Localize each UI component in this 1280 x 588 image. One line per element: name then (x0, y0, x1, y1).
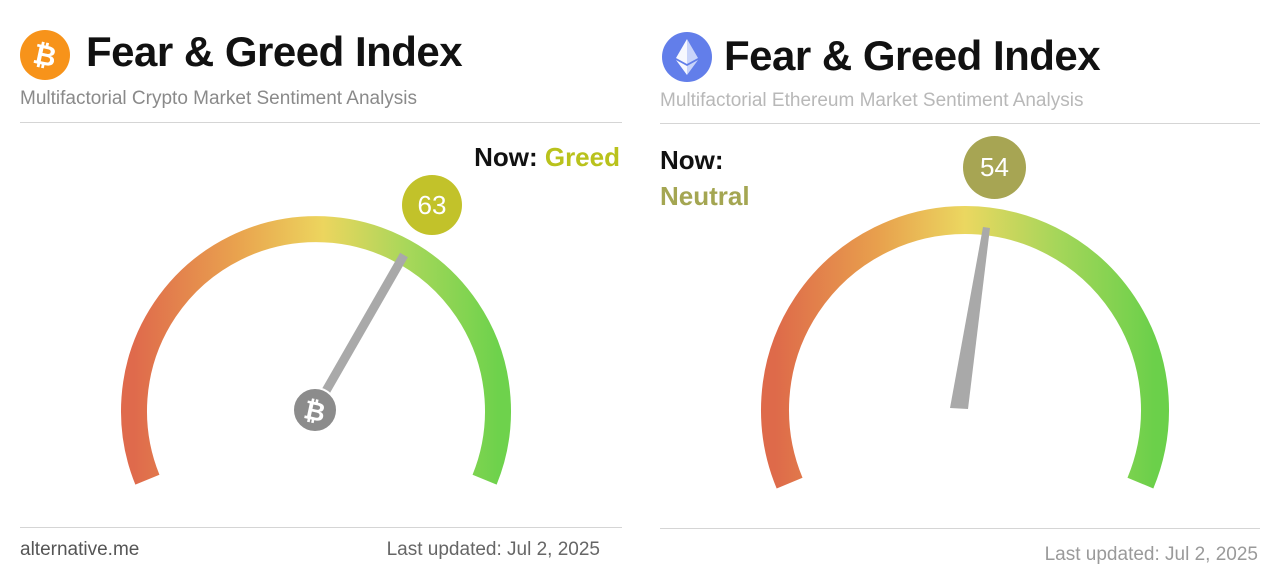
gauge-needle (950, 227, 990, 409)
now-status: Now: Neutral (660, 142, 750, 214)
now-label: Now: (660, 145, 724, 175)
index-value-badge: 54 (963, 136, 1026, 199)
gauge-arc (761, 206, 1169, 489)
bitcoin-icon: ₿ (20, 30, 70, 80)
divider (660, 123, 1260, 124)
sentiment-value: Greed (544, 142, 620, 172)
index-value-badge: 63 (402, 175, 462, 235)
source-link[interactable]: alternative.me (20, 539, 140, 560)
ethereum-icon (662, 32, 712, 82)
last-updated: Last updated: Jul 2, 2025 (1044, 544, 1258, 565)
sentiment-gauge: ₿ (121, 216, 511, 485)
now-label: Now: (474, 142, 538, 172)
now-status: Now: Greed (474, 142, 620, 173)
divider (20, 122, 622, 123)
gauge-arc (121, 216, 511, 485)
gauge-hub-bitcoin-icon: ₿ (292, 387, 338, 433)
gauge-needle (311, 252, 408, 413)
sentiment-value: Neutral (660, 181, 750, 211)
page-subtitle: Multifactorial Ethereum Market Sentiment… (660, 90, 1084, 111)
eth-fear-greed-panel: Fear & Greed Index Multifactorial Ethere… (640, 0, 1280, 588)
sentiment-gauge (761, 206, 1169, 489)
page-title: Fear & Greed Index (86, 28, 463, 75)
page-subtitle: Multifactorial Crypto Market Sentiment A… (20, 88, 418, 109)
divider (20, 527, 622, 528)
last-updated: Last updated: Jul 2, 2025 (386, 539, 600, 560)
page-title: Fear & Greed Index (724, 32, 1101, 79)
divider (660, 528, 1260, 529)
btc-fear-greed-panel: ₿ Fear & Greed Index Multifactorial Cryp… (20, 28, 622, 560)
